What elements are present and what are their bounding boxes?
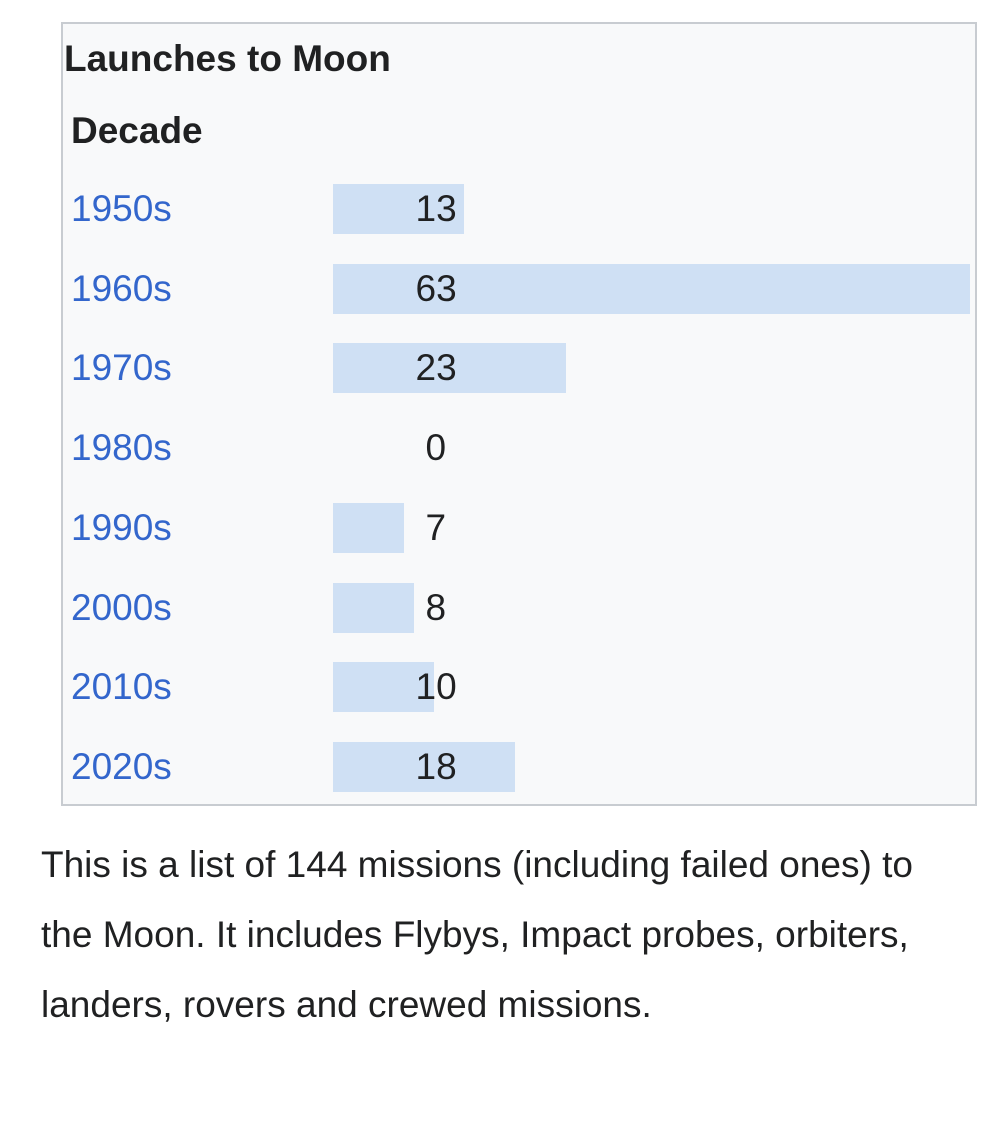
value-label-1950s: 13 [415, 188, 457, 229]
decade-column-header: Decade [71, 110, 203, 151]
bar-1970s [333, 343, 566, 393]
bar-2020s [333, 742, 515, 792]
chart-title: Launches to Moon [64, 38, 391, 79]
bar-2000s [333, 583, 414, 633]
bar-chart: 1950s 13 1960s 63 1970s 23 1980s 0 1990s 7 2000s 8 2… [71, 184, 970, 792]
bar-2010s [333, 662, 435, 712]
value-label-1960s: 63 [415, 268, 457, 309]
decade-link-2010s[interactable]: 2010s [71, 666, 172, 707]
value-label-1970s: 23 [415, 347, 457, 388]
decade-link-1960s[interactable]: 1960s [71, 268, 172, 309]
value-label-2010s: 10 [415, 666, 457, 707]
value-label-2000s: 8 [425, 587, 447, 628]
decade-link-1990s[interactable]: 1990s [71, 507, 172, 548]
bar-1990s [333, 503, 404, 553]
bar-1950s [333, 184, 465, 234]
value-label-1990s: 7 [425, 507, 447, 548]
value-label-1980s: 0 [425, 427, 447, 468]
decade-link-2000s[interactable]: 2000s [71, 587, 172, 628]
decade-link-2020s[interactable]: 2020s [71, 746, 172, 787]
description-paragraph: This is a list of 144 missions (includin… [41, 844, 913, 1025]
bar-1960s [333, 264, 970, 314]
decade-link-1950s[interactable]: 1950s [71, 188, 172, 229]
value-label-2020s: 18 [415, 746, 457, 787]
chart-infobox [61, 22, 977, 806]
decade-link-1970s[interactable]: 1970s [71, 347, 172, 388]
decade-link-1980s[interactable]: 1980s [71, 427, 172, 468]
